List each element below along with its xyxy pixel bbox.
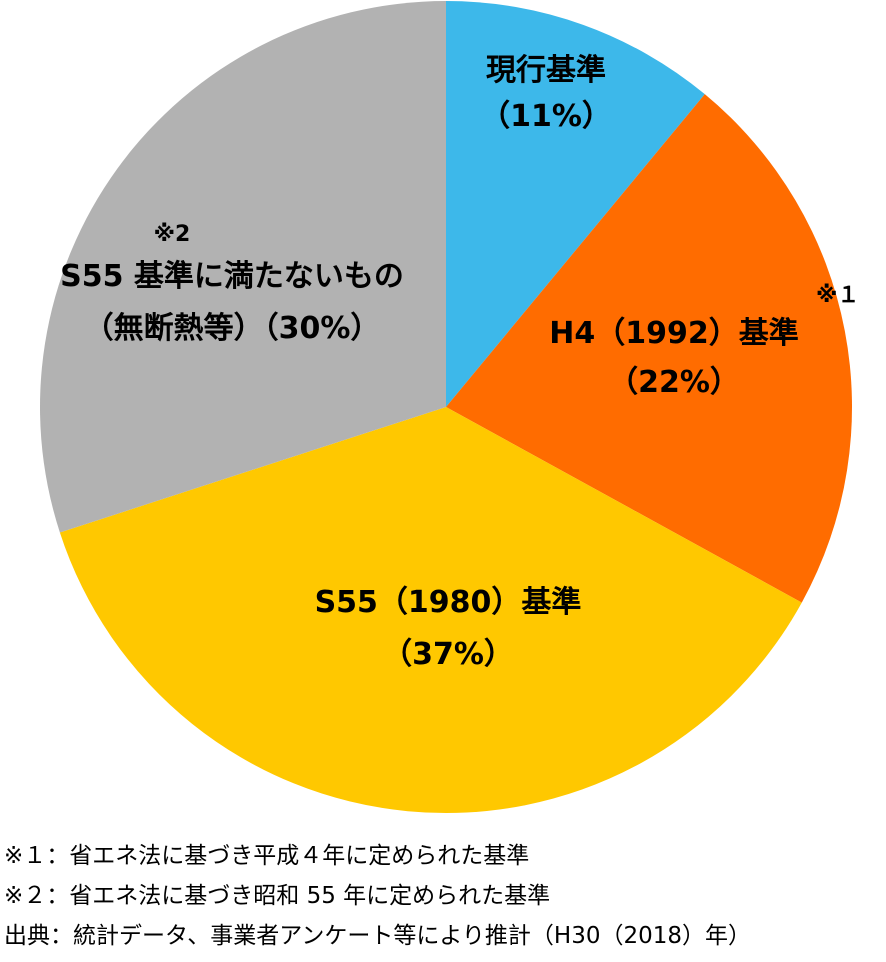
slice-percent-s55-1980: （37%） [382, 637, 514, 672]
slice-h4-1992 [446, 94, 852, 603]
slice-label-below-s55: S55 基準に満たないもの [60, 259, 404, 294]
slice-below-s55 [40, 1, 446, 533]
slice-note-below-s55: ※2 [154, 222, 191, 247]
footnotes: ※１：省エネ法に基づき平成４年に定められた基準 ※２：省エネ法に基づき昭和 55… [4, 836, 884, 956]
pie-slices [40, 1, 852, 814]
slice-label-current-standard: 現行基準 [486, 53, 606, 88]
slice-percent-h4-1992: （22%） [608, 365, 740, 400]
slice-percent-current-standard: （11%） [480, 99, 612, 134]
pie-chart: 現行基準 （11%） ※１ H4（1992）基準 （22%） S55（1980）… [40, 1, 859, 814]
slice-s55-1980 [59, 407, 802, 814]
source-note: 出典：統計データ、事業者アンケート等により推計（H30（2018）年） [4, 923, 752, 949]
footnote-2: ※２：省エネ法に基づき昭和 55 年に定められた基準 [4, 883, 551, 909]
slice-current-standard [446, 1, 705, 407]
slice-label-s55-1980: S55（1980）基準 [315, 585, 582, 620]
slice-label-h4-1992: H4（1992）基準 [549, 316, 798, 351]
slice-percent-below-s55: （無断熱等）（30%） [84, 311, 381, 346]
footnote-1: ※１：省エネ法に基づき平成４年に定められた基準 [4, 843, 530, 869]
slice-note-h4: ※１ [816, 283, 859, 308]
